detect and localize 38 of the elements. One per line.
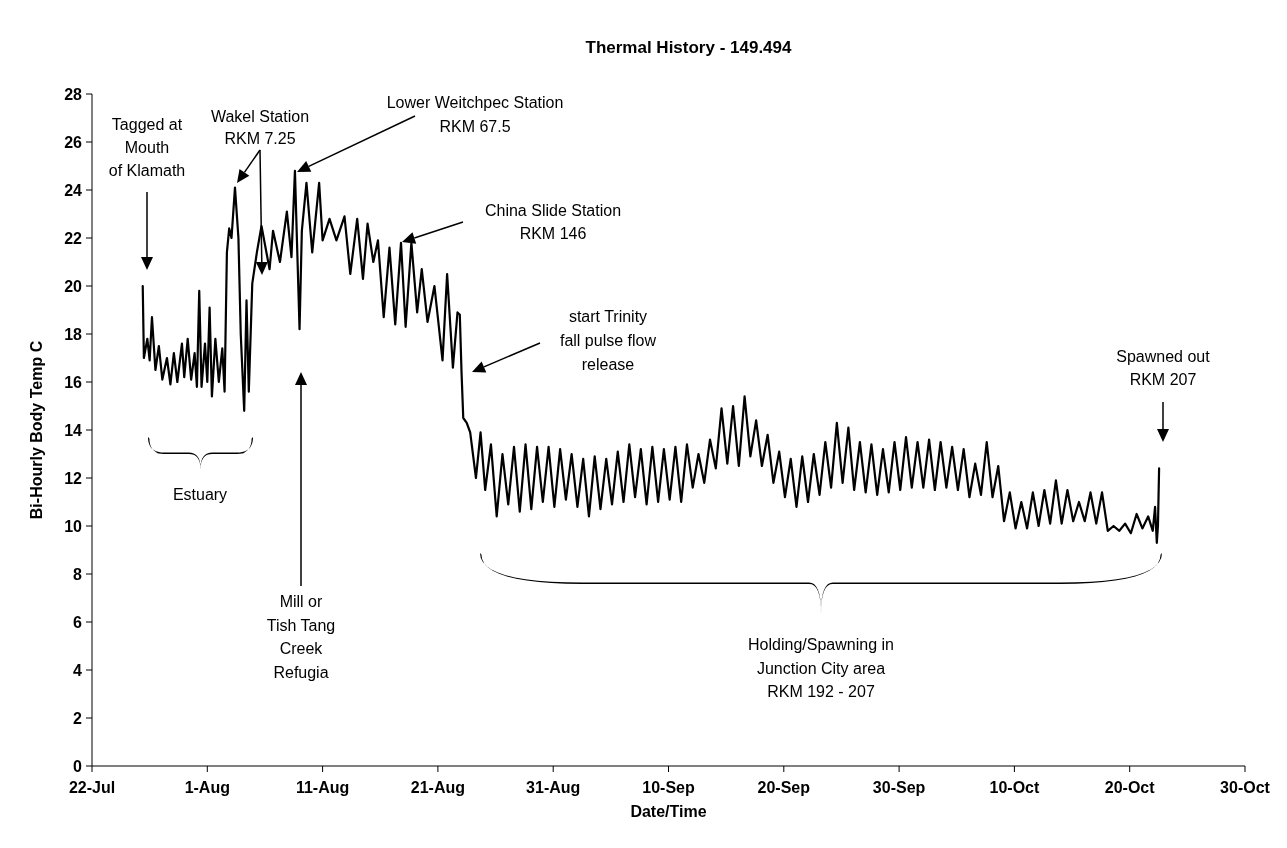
y-tick-label: 18 — [64, 325, 83, 343]
y-tick-label: 0 — [73, 757, 83, 775]
x-tick-label: 22-Jul — [68, 779, 116, 796]
x-tick-label: 10-Sep — [642, 779, 695, 796]
y-tick-label: 8 — [73, 565, 83, 583]
chart-title: Thermal History - 149.494 — [585, 38, 793, 57]
x-tick-label: 11-Aug — [295, 779, 350, 796]
x-tick-label: 10-Oct — [989, 779, 1040, 796]
x-axis-title: Date/Time — [630, 803, 707, 820]
y-tick-label: 12 — [64, 469, 83, 487]
y-tick-label: 28 — [64, 85, 83, 103]
y-tick-label: 24 — [64, 181, 83, 199]
y-tick-label: 6 — [73, 613, 83, 631]
annotation: Estuary — [172, 486, 228, 503]
y-tick-label: 10 — [64, 517, 83, 535]
annotation: Wakel Station RKM 7.25 — [210, 108, 310, 147]
annotation: start Trinity fall pulse flow release — [559, 308, 657, 373]
annotation: Spawned out RKM 207 — [1116, 348, 1211, 388]
x-tick-label: 20-Sep — [757, 779, 811, 796]
x-tick-label: 1-Aug — [184, 779, 230, 796]
y-axis-title: Bi-Hourly Body Temp C — [28, 340, 45, 520]
y-tick-label: 20 — [64, 277, 83, 295]
y-tick-label: 26 — [64, 133, 83, 151]
annotation: Mill or Tish Tang Creek Refugia — [266, 593, 336, 681]
y-tick-label: 2 — [73, 709, 83, 727]
annotation: China Slide Station RKM 146 — [484, 202, 622, 242]
y-tick-label: 16 — [64, 373, 83, 391]
x-tick-label: 30-Sep — [872, 779, 926, 796]
x-tick-label: 20-Oct — [1104, 779, 1156, 796]
annotation: Tagged at Mouth of Klamath — [108, 116, 186, 179]
y-tick-label: 22 — [64, 229, 83, 247]
annotation: Lower Weitchpec Station RKM 67.5 — [386, 94, 564, 135]
x-tick-label: 21-Aug — [410, 779, 466, 796]
x-tick-label: 30-Oct — [1220, 779, 1271, 796]
annotation: Holding/Spawning in Junction City area RKM 192 - 207 — [748, 636, 894, 700]
x-tick-label: 31-Aug — [526, 779, 581, 796]
y-tick-label: 14 — [64, 421, 83, 439]
y-tick-label: 4 — [73, 661, 83, 679]
